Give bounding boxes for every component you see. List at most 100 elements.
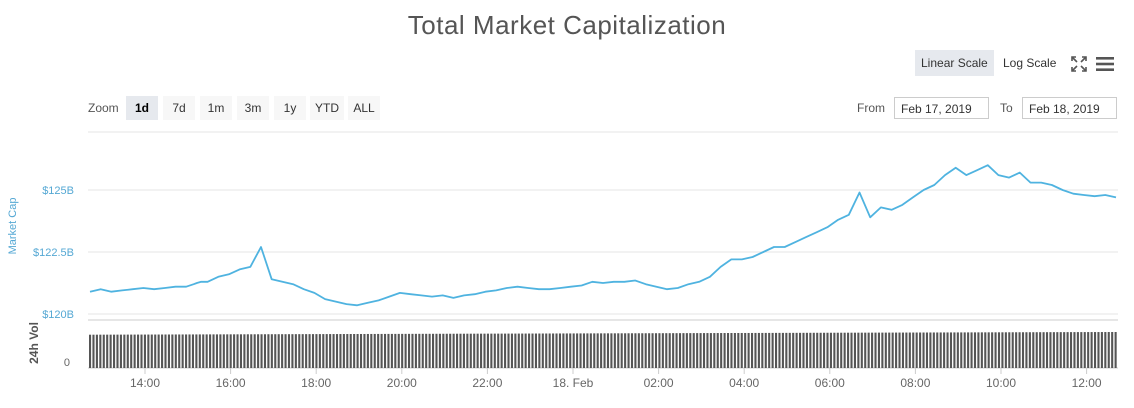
- volume-bar: [370, 333, 373, 368]
- volume-bar: [284, 334, 287, 368]
- volume-bar: [816, 332, 819, 368]
- volume-bar: [236, 334, 239, 368]
- volume-bar: [1008, 332, 1011, 368]
- volume-bar: [161, 334, 164, 368]
- volume-bar: [706, 333, 709, 368]
- volume-bar: [315, 334, 318, 368]
- volume-bar: [1104, 332, 1107, 368]
- volume-bar: [1090, 332, 1093, 368]
- volume-bar: [390, 333, 393, 368]
- zoom-7d-button[interactable]: 7d: [163, 96, 195, 120]
- volume-bar: [462, 333, 465, 368]
- volume-bar: [864, 332, 867, 368]
- log-scale-button[interactable]: Log Scale: [1003, 56, 1057, 70]
- volume-bar: [95, 334, 98, 368]
- volume-bar: [140, 334, 143, 368]
- zoom-3m-button[interactable]: 3m: [237, 96, 269, 120]
- volume-bar: [888, 332, 891, 368]
- volume-bar: [191, 334, 194, 368]
- volume-bar: [702, 333, 706, 368]
- volume-bar: [198, 334, 201, 368]
- volume-bar: [939, 332, 942, 368]
- volume-bar: [860, 332, 863, 368]
- volume-bar: [401, 333, 404, 368]
- volume-bar: [1069, 332, 1073, 368]
- volume-bar: [1114, 332, 1117, 368]
- x-tick-label: 16:00: [216, 376, 246, 390]
- to-date-input[interactable]: Feb 18, 2019: [1022, 97, 1117, 119]
- y-axis-title: Market Cap: [7, 198, 19, 255]
- volume-bar: [524, 333, 527, 368]
- volume-bar: [696, 333, 699, 368]
- volume-bar: [665, 333, 668, 368]
- linear-scale-button[interactable]: Linear Scale: [915, 50, 994, 76]
- zoom-1m-button[interactable]: 1m: [200, 96, 232, 120]
- volume-bar: [102, 334, 105, 368]
- volume-bar: [771, 332, 774, 368]
- volume-bar: [555, 333, 558, 368]
- y-tick-label: $120B: [42, 309, 74, 321]
- volume-bar: [541, 333, 544, 368]
- volume-bar: [164, 334, 167, 368]
- volume-bar: [620, 333, 623, 368]
- volume-bar: [1059, 332, 1062, 368]
- volume-bar: [452, 333, 455, 368]
- volume-bar: [713, 333, 716, 368]
- volume-bar: [318, 334, 321, 368]
- volume-bar: [754, 332, 757, 368]
- volume-bar: [483, 333, 486, 368]
- volume-bar: [305, 334, 308, 368]
- volume-bar: [963, 332, 966, 368]
- volume-bar: [692, 333, 695, 368]
- volume-bar: [171, 334, 174, 368]
- zoom-1y-button[interactable]: 1y: [274, 96, 306, 120]
- volume-bar: [658, 333, 661, 368]
- volume-bar: [137, 334, 140, 368]
- volume-bar: [699, 333, 702, 368]
- volume-bar: [641, 333, 644, 368]
- zoom-1d-button[interactable]: 1d: [126, 96, 158, 120]
- volume-bar: [857, 332, 860, 368]
- volume-bar: [219, 334, 222, 368]
- volume-bar: [311, 334, 315, 368]
- x-tick-label: 20:00: [387, 376, 417, 390]
- volume-bar: [596, 333, 599, 368]
- volume-bar: [799, 332, 802, 368]
- volume-bar: [726, 333, 730, 368]
- volume-bar: [1083, 332, 1086, 368]
- volume-bar: [1028, 332, 1031, 368]
- zoom-label: Zoom: [88, 101, 119, 115]
- volume-bar: [517, 333, 520, 368]
- volume-bar: [946, 332, 949, 368]
- volume-bar: [411, 333, 414, 368]
- volume-bar: [407, 333, 411, 368]
- volume-bar: [466, 333, 469, 368]
- volume-bar: [744, 332, 747, 368]
- volume-bar: [212, 334, 215, 368]
- zoom-ytd-button[interactable]: YTD: [310, 96, 344, 120]
- volume-bar: [473, 333, 476, 368]
- hamburger-menu-icon[interactable]: [1095, 54, 1115, 74]
- volume-bar: [1015, 332, 1018, 368]
- volume-bar: [576, 333, 579, 368]
- volume-bar: [178, 334, 181, 368]
- volume-bar: [418, 333, 421, 368]
- volume-bar: [552, 333, 555, 368]
- from-date-input[interactable]: Feb 17, 2019: [894, 97, 989, 119]
- volume-bar: [1039, 332, 1042, 368]
- volume-bar: [977, 332, 980, 368]
- fullscreen-icon[interactable]: [1069, 54, 1089, 74]
- volume-bar: [174, 334, 177, 368]
- volume-bar: [504, 333, 507, 368]
- volume-bar: [130, 334, 133, 368]
- volume-bar: [812, 332, 815, 368]
- volume-bar: [428, 333, 431, 368]
- volume-bar: [973, 332, 977, 368]
- volume-bar: [253, 334, 256, 368]
- volume-bar: [308, 334, 311, 368]
- volume-bar: [847, 332, 850, 368]
- volume-bar: [733, 333, 736, 368]
- volume-bar: [205, 334, 208, 368]
- zoom-all-button[interactable]: ALL: [348, 96, 380, 120]
